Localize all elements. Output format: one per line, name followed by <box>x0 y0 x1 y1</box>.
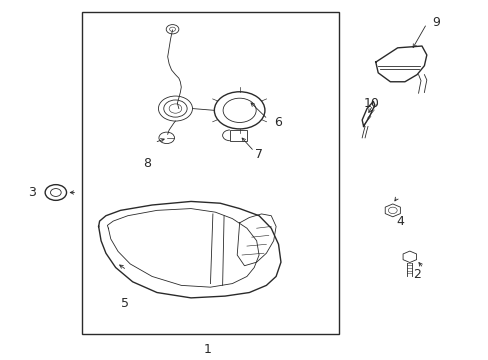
Text: 10: 10 <box>363 97 379 110</box>
Text: 5: 5 <box>121 297 129 310</box>
Text: 6: 6 <box>274 116 282 129</box>
Text: 2: 2 <box>412 268 420 281</box>
Text: 7: 7 <box>255 148 263 162</box>
Bar <box>81 12 339 334</box>
Text: 1: 1 <box>203 343 211 356</box>
Text: 8: 8 <box>143 157 151 170</box>
Text: 9: 9 <box>432 16 440 29</box>
Text: 4: 4 <box>395 215 403 228</box>
Text: 3: 3 <box>27 186 36 199</box>
